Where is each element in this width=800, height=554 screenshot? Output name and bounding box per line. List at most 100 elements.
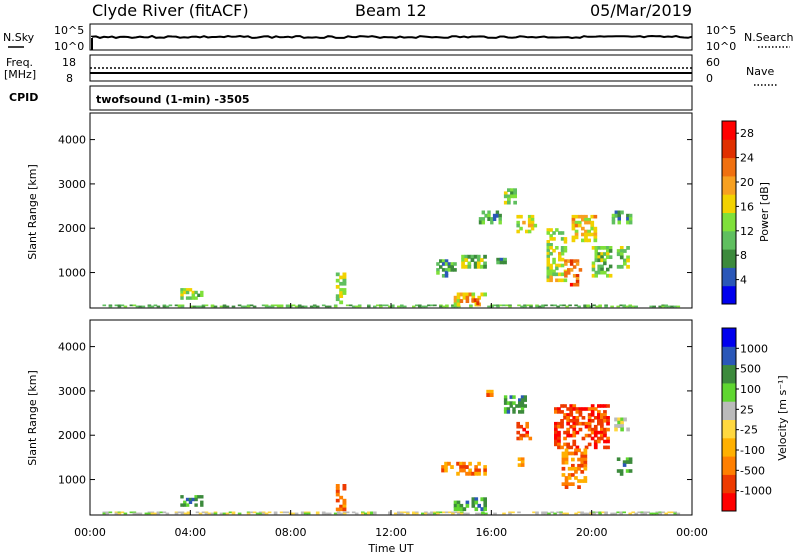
data-cell xyxy=(593,235,598,240)
data-cell xyxy=(549,246,553,250)
data-cell xyxy=(508,511,512,514)
y-tick-label: 3000 xyxy=(58,385,86,398)
data-cell xyxy=(177,304,182,307)
data-cell xyxy=(339,300,344,305)
data-cell xyxy=(192,305,197,308)
data-cell xyxy=(467,254,472,259)
data-cell xyxy=(631,511,635,514)
data-cell xyxy=(474,465,478,469)
data-cell xyxy=(204,512,209,515)
data-cell xyxy=(527,220,532,225)
data-cell xyxy=(565,512,569,515)
data-cell xyxy=(503,257,507,262)
data-cell xyxy=(598,512,602,515)
data-cell xyxy=(516,229,520,234)
data-cell xyxy=(183,288,187,292)
data-cell xyxy=(603,427,607,432)
data-cell xyxy=(150,305,155,308)
freq-left-tick-top: 18 xyxy=(62,56,76,69)
data-cell xyxy=(620,417,624,422)
data-cell xyxy=(219,305,224,308)
data-cell xyxy=(592,304,596,307)
data-cell xyxy=(546,260,550,265)
data-cell xyxy=(611,220,616,225)
data-cell xyxy=(667,511,671,514)
data-cell xyxy=(622,460,627,464)
colorbar-swatch xyxy=(722,285,736,305)
data-cell xyxy=(333,512,338,515)
data-cell xyxy=(453,302,458,307)
data-cell xyxy=(564,448,569,453)
data-cell xyxy=(555,263,559,268)
data-cell xyxy=(385,304,389,307)
data-cell xyxy=(484,512,488,515)
data-cell xyxy=(471,292,476,297)
data-cell xyxy=(558,231,562,235)
data-cell xyxy=(559,304,563,307)
data-cell xyxy=(264,304,269,307)
data-cell xyxy=(508,305,512,308)
data-cell xyxy=(563,404,567,408)
colorbar-swatch xyxy=(722,328,736,347)
data-cell xyxy=(535,304,539,307)
data-cell xyxy=(457,512,461,515)
data-cell xyxy=(496,305,500,308)
data-cell xyxy=(522,433,526,438)
data-cell xyxy=(300,305,305,308)
data-cell xyxy=(664,512,668,515)
data-cell xyxy=(194,497,198,502)
data-cell xyxy=(557,421,561,426)
data-cell xyxy=(185,503,190,507)
data-cell xyxy=(348,304,353,307)
data-cell xyxy=(512,407,516,411)
data-cell xyxy=(581,407,586,411)
data-cell xyxy=(626,264,630,269)
data-cell xyxy=(476,254,481,259)
data-cell xyxy=(222,512,227,515)
data-cell xyxy=(444,461,448,466)
data-cell xyxy=(610,512,614,515)
data-cell xyxy=(634,512,638,515)
data-cell xyxy=(499,260,504,265)
data-cell xyxy=(593,407,598,411)
data-cell xyxy=(547,512,551,515)
data-cell xyxy=(177,305,182,308)
data-cell xyxy=(502,304,506,307)
data-cell xyxy=(572,433,577,438)
data-cell xyxy=(397,511,401,514)
data-cell xyxy=(460,511,464,514)
freq-panel: Freq. [MHz] 18 8 60 0 Nave xyxy=(4,54,778,86)
data-cell xyxy=(309,305,314,308)
data-cell xyxy=(572,421,577,426)
data-cell xyxy=(394,512,398,515)
data-cell xyxy=(180,512,185,515)
data-cell xyxy=(606,436,610,441)
colorbar-swatch xyxy=(722,456,736,475)
data-cell xyxy=(180,293,184,297)
data-cell xyxy=(270,305,275,308)
data-cell xyxy=(496,304,500,307)
data-cell xyxy=(174,304,179,307)
data-cell xyxy=(571,473,575,477)
data-cell xyxy=(436,512,440,515)
data-cell xyxy=(210,304,215,307)
data-cell xyxy=(587,442,592,447)
data-cell xyxy=(575,419,580,423)
data-cell xyxy=(560,419,564,423)
data-cell xyxy=(421,512,425,515)
data-cell xyxy=(198,305,203,308)
data-cell xyxy=(587,413,592,417)
data-cell xyxy=(506,407,511,411)
data-cell xyxy=(560,410,564,414)
data-cell xyxy=(477,295,481,300)
data-cell xyxy=(477,503,481,508)
data-cell xyxy=(282,511,287,514)
cpid-label: CPID xyxy=(9,91,38,104)
data-cell xyxy=(523,395,527,399)
data-cell xyxy=(561,451,566,456)
data-cell xyxy=(583,479,588,483)
data-cell xyxy=(105,511,110,514)
data-cell xyxy=(643,511,647,514)
data-cell xyxy=(335,285,340,289)
data-cell xyxy=(520,457,525,461)
